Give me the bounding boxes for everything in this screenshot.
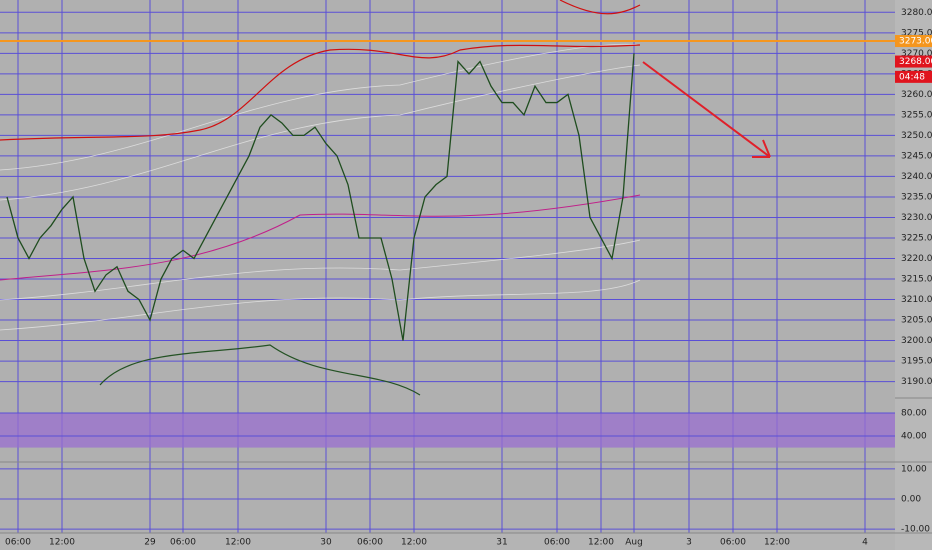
price-tag [895,35,932,48]
oscillator-band [0,412,895,448]
y-tick-label: 3230.00 [901,213,932,223]
y-tick-label: 3225.00 [901,233,932,243]
x-tick-label: Aug [625,538,643,548]
envelope-upper [559,0,641,15]
x-tick-label: 4 [862,538,868,548]
y-tick-label: 3220.00 [901,254,932,264]
envelope-upper [0,44,641,141]
x-tick-label: 06:00 [170,538,196,548]
y-tick-label: 3250.00 [901,131,932,141]
x-tick-label: 12:00 [588,538,614,548]
x-tick-label: 06:00 [5,538,31,548]
y-tick-label: 3275.00 [901,28,932,38]
y-tick-label: 3255.00 [901,110,932,120]
x-tick-label: 06:00 [357,538,383,548]
price-tag-label: 04:48 [899,72,925,82]
bands [0,43,641,331]
y-tick-label: 3260.00 [901,90,932,100]
y-tick-label: 80.00 [901,408,927,418]
arrow [642,61,771,158]
price-tag-label: 3273.00 [899,37,932,47]
y-tick-label: 3195.00 [901,357,932,367]
x-tick-label: 12:00 [764,538,790,548]
x-tick-label: 29 [144,538,156,548]
grid [0,0,895,533]
y-tick-label: 3215.00 [901,275,932,285]
band-line [0,279,641,331]
y-tick-label: 3270.00 [901,49,932,59]
price-tag [895,70,932,83]
y-tick-label: 3280.00 [901,8,932,18]
x-tick-label: 06:00 [720,538,746,548]
y-tick-label: 40.00 [901,432,927,442]
x-tick-label: 12:00 [401,538,427,548]
mid-line [0,194,641,281]
volume-ma [99,344,421,396]
y-tick-label: -10.00 [901,525,930,535]
y-tick-label: 3240.00 [901,172,932,182]
y-tick-label: 3245.00 [901,151,932,161]
y-tick-label: 3190.00 [901,377,932,387]
x-tick-label: 12:00 [225,538,251,548]
band-line [0,239,641,301]
x-tick-label: 12:00 [49,538,75,548]
x-tick-label: 30 [320,538,332,548]
band-line [0,43,641,171]
price-tag-label: 3268.00 [899,57,932,67]
price-line [6,53,635,341]
y-tick-label: 3205.00 [901,316,932,326]
price-tag [895,55,932,68]
price-axis [895,0,932,550]
band-line [0,64,641,201]
y-tick-label: 3210.00 [901,295,932,305]
y-tick-label: 3200.00 [901,336,932,346]
y-tick-label: 3235.00 [901,192,932,202]
y-tick-label: 0.00 [901,495,921,505]
y-tick-label: 10.00 [901,464,927,474]
x-tick-label: 06:00 [544,538,570,548]
x-tick-label: 3 [686,538,692,548]
x-tick-label: 31 [496,538,507,548]
